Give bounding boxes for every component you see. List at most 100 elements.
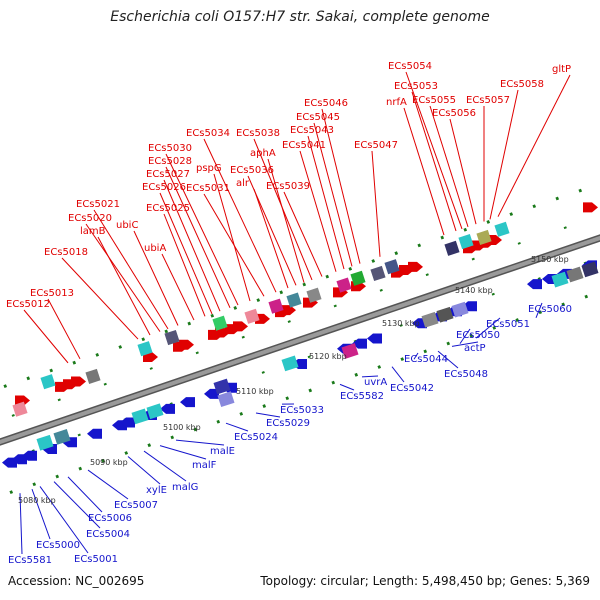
leader-line [61,257,139,340]
leader-line [475,317,501,339]
forward-gene-box [384,259,400,275]
kbp-labels: 5080 kbp 5090 kbp 5100 kbp 5110 kbp 5120 kbp… [18,255,569,505]
forward-gene-arrow [233,321,248,332]
reverse-gene-arrow [160,403,175,414]
leader-line [161,253,195,321]
reverse-gene-box [566,266,584,283]
gene-label-forward: ECs5020 [68,213,112,224]
tick-mark [11,413,15,417]
leader-line [67,476,103,513]
tick-mark [399,324,403,327]
kbp-label: 5150 kbp [531,255,569,264]
leader-line [127,456,161,485]
reverse-gene-arrow [180,397,195,408]
tick-mark [308,388,313,393]
tick-mark [578,188,583,193]
gene-label-forward: ECs5056 [432,108,476,119]
reverse-gene-box [421,311,439,328]
gene-label-reverse: xylE [146,485,167,496]
gene-label-reverse: uvrA [364,377,387,388]
gene-label-forward: lamB [80,226,106,237]
kbp-label: 5110 kbp [236,387,274,396]
reverse-gene-arrow [204,388,219,399]
leader-line [361,375,379,378]
leader-line [371,150,381,257]
leader-line [253,138,313,281]
gene-label-forward: ECs5012 [6,299,50,310]
gene-label-reverse: ECs5042 [390,383,434,394]
leader-lines [19,71,571,555]
tick-mark [3,384,8,389]
leader-line [97,236,151,336]
reverse-gene-box [451,301,469,318]
forward-gene-box [12,401,28,417]
forward-gene-arrow [281,305,296,316]
tick-mark [354,372,359,377]
tick-mark [400,357,405,362]
map-title: Escherichia coli O157:H7 str. Sakai, com… [110,9,490,25]
forward-gene-box [370,265,386,282]
leader-line [283,191,323,277]
tick-mark [187,321,192,326]
leader-line [391,366,405,383]
gene-label-reverse: ECs5029 [266,418,310,429]
forward-gene-box [40,374,56,390]
forward-gene-box [85,368,101,384]
gene-label-forward: ECs5021 [76,199,120,210]
gene-label-forward: pspG [196,163,222,174]
gene-label-reverse: ECs5051 [486,319,530,330]
gene-label-reverse: actP [464,343,486,354]
tick-mark [101,458,106,463]
forward-gene-arrow [487,235,502,246]
tick-mark [9,490,14,494]
tick-mark [55,474,60,479]
gene-label-forward: ECs5055 [412,95,456,106]
gene-label-reverse: ECs5048 [444,369,488,380]
reverse-gene-box [436,306,454,323]
leader-line [411,91,457,232]
gene-label-reverse: ECs5024 [234,432,278,443]
tick-mark [95,352,100,357]
leader-line [247,175,297,286]
gene-label-reverse: ECs5050 [456,330,500,341]
reverse-gene-box [213,378,231,395]
forward-gene-arrow [179,339,194,350]
gene-label-forward: ECs5013 [30,288,74,299]
gene-label-reverse: malE [210,446,235,457]
leader-line [225,422,249,432]
tick-mark [509,212,514,216]
forward-gene-arrow [143,352,158,362]
leader-line [339,383,355,391]
leader-line [307,135,345,270]
tick-mark [537,277,541,281]
tick-mark [515,318,520,322]
gene-label-forward: ECs5026 [142,182,186,193]
reverse-gene-box [131,408,149,425]
tick-mark [147,443,152,448]
forward-gene-box [137,341,153,357]
tick-mark [26,376,31,381]
forward-gene-arrow [408,261,423,272]
leader-line [85,223,161,332]
leader-line [213,173,251,302]
leader-line [313,122,353,267]
leader-line [133,230,179,326]
leader-line [203,193,265,297]
leader-line [405,71,463,230]
forward-gene-arrow [255,313,270,324]
tick-mark [78,466,83,471]
leader-line [93,209,169,330]
tick-mark [279,290,284,295]
tick-mark [302,282,307,287]
tick-mark [486,220,491,224]
tick-mark [425,273,429,277]
tick-mark [72,360,77,365]
gene-label-forward: nrfA [386,97,407,108]
gene-label-forward: ECs5045 [296,112,340,123]
gene-label-forward: ECs5036 [230,165,274,176]
gene-label-forward: ECs5054 [388,61,432,72]
gene-label-forward: ECs5046 [304,98,348,109]
forward-gene-box [268,298,284,314]
gene-label-forward: ECs5034 [186,128,230,139]
